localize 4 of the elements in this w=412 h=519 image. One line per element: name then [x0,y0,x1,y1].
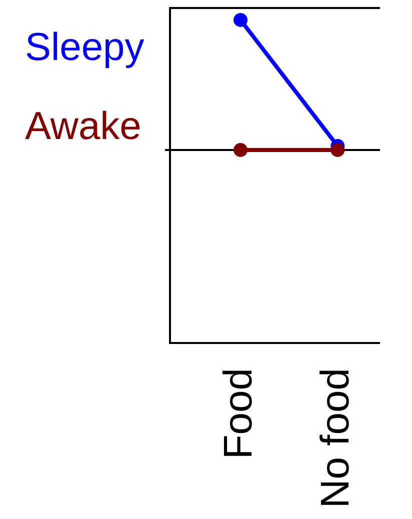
text: Awake [25,105,142,148]
text: Sleepy [25,26,145,69]
x-tick-label: Food [216,368,261,460]
x-tick-label: No food [314,368,358,508]
